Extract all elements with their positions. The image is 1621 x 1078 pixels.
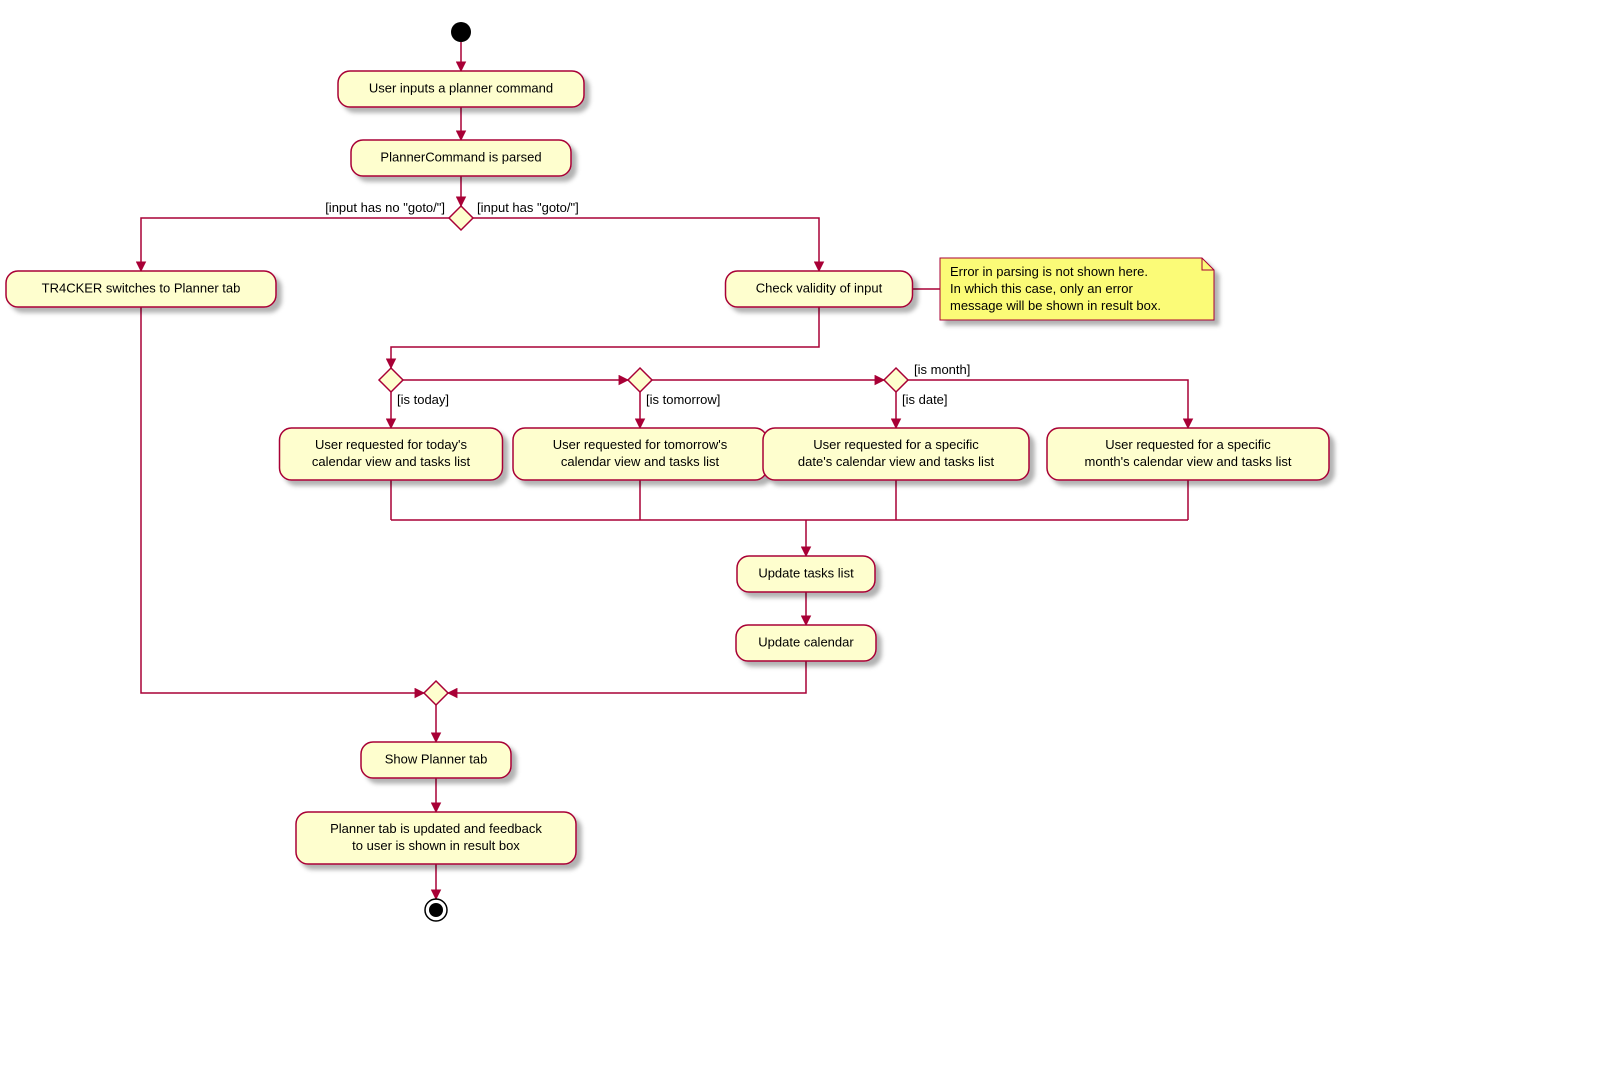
node-show-planner-label: Show Planner tab bbox=[385, 751, 488, 766]
edge-d4-date-label: [is date] bbox=[902, 392, 948, 407]
node-month-label: month's calendar view and tasks list bbox=[1085, 454, 1292, 469]
note-error-text: message will be shown in result box. bbox=[950, 298, 1161, 313]
decision-date-month bbox=[884, 368, 908, 392]
edge-switch-merge bbox=[141, 307, 424, 693]
node-feedback-label: to user is shown in result box bbox=[352, 838, 520, 853]
node-tomorrow-label: User requested for tomorrow's bbox=[553, 437, 728, 452]
activity-diagram: [input has no "goto/"] [input has "goto/"… bbox=[0, 0, 1621, 1078]
decision-tomorrow bbox=[628, 368, 652, 392]
node-check-validity-label: Check validity of input bbox=[756, 280, 883, 295]
node-update-tasks-label: Update tasks list bbox=[758, 565, 854, 580]
node-today-label: calendar view and tasks list bbox=[312, 454, 471, 469]
node-today-label: User requested for today's bbox=[315, 437, 468, 452]
start-node bbox=[451, 22, 471, 42]
edge-d1-switch bbox=[141, 218, 449, 271]
edge-d2-today-label: [is today] bbox=[397, 392, 449, 407]
note-error-text: Error in parsing is not shown here. bbox=[950, 264, 1148, 279]
node-parse-label: PlannerCommand is parsed bbox=[380, 149, 541, 164]
node-update-calendar-label: Update calendar bbox=[758, 634, 854, 649]
node-tomorrow-label: calendar view and tasks list bbox=[561, 454, 720, 469]
edge-d1-check bbox=[473, 218, 819, 271]
end-node-inner bbox=[429, 903, 443, 917]
decision-today bbox=[379, 368, 403, 392]
edge-check-d2 bbox=[391, 307, 819, 368]
node-switch-tab-label: TR4CKER switches to Planner tab bbox=[42, 280, 241, 295]
edge-d4-month-label: [is month] bbox=[914, 362, 970, 377]
node-month-label: User requested for a specific bbox=[1105, 437, 1271, 452]
decision-goto bbox=[449, 206, 473, 230]
note-error-text: In which this case, only an error bbox=[950, 281, 1133, 296]
edge-d1-switch-label: [input has no "goto/"] bbox=[325, 200, 445, 215]
node-date-label: date's calendar view and tasks list bbox=[798, 454, 995, 469]
decision-merge bbox=[424, 681, 448, 705]
edge-d4-month bbox=[908, 380, 1188, 428]
edge-d1-check-label: [input has "goto/"] bbox=[477, 200, 579, 215]
node-feedback-label: Planner tab is updated and feedback bbox=[330, 821, 542, 836]
node-input-command-label: User inputs a planner command bbox=[369, 80, 553, 95]
edge-u2-merge bbox=[448, 661, 806, 693]
node-date-label: User requested for a specific bbox=[813, 437, 979, 452]
edge-d3-tomorrow-label: [is tomorrow] bbox=[646, 392, 720, 407]
